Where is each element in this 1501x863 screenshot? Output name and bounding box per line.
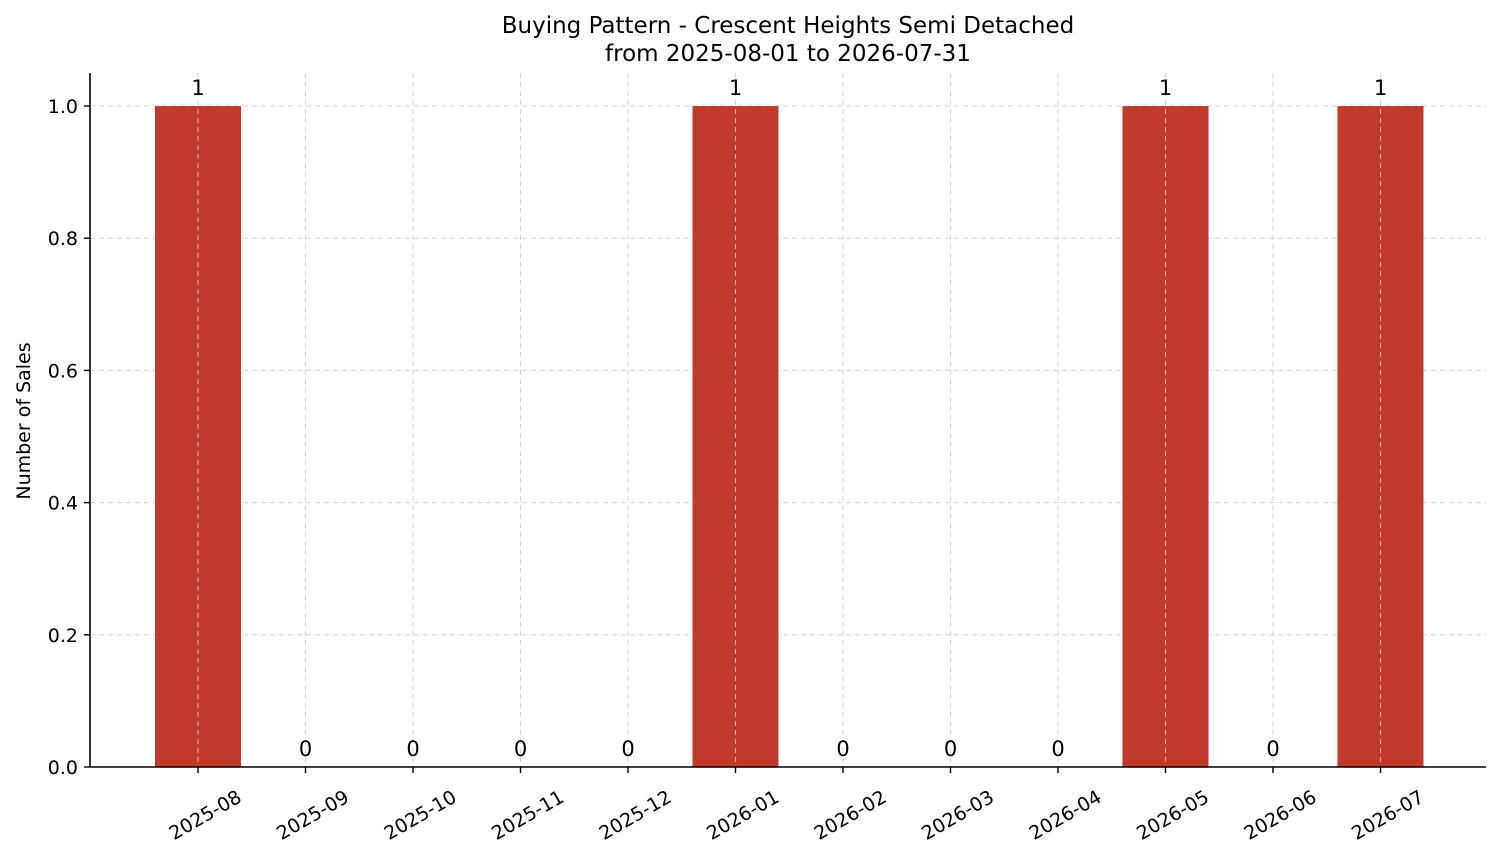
data-label-2025-09: 0 (299, 737, 312, 761)
bars (155, 106, 1424, 768)
x-tick-label-2025-12: 2025-12 (596, 786, 676, 845)
x-tick-label-2026-01: 2026-01 (703, 786, 783, 845)
x-tick-label-2025-10: 2025-10 (381, 786, 461, 845)
data-label-2025-08: 1 (191, 76, 204, 100)
data-label-2025-12: 0 (621, 737, 634, 761)
data-label-2026-04: 0 (1051, 737, 1064, 761)
y-tick-label: 0.8 (48, 228, 78, 250)
axes (89, 73, 1486, 768)
data-label-2025-10: 0 (406, 737, 419, 761)
chart-title: Buying Pattern - Crescent Heights Semi D… (502, 13, 1074, 39)
y-axis-label: Number of Sales (13, 342, 35, 499)
x-tick-label-2026-03: 2026-03 (918, 786, 998, 845)
data-label-2026-05: 1 (1159, 76, 1172, 100)
data-label-2026-07: 1 (1374, 76, 1387, 100)
x-tick-label-2026-06: 2026-06 (1241, 786, 1321, 845)
x-tick-label-2025-11: 2025-11 (488, 786, 568, 845)
x-tick-label-2025-08: 2025-08 (166, 786, 246, 845)
data-label-2026-06: 0 (1266, 737, 1279, 761)
data-label-2026-02: 0 (836, 737, 849, 761)
y-tick-label: 0.0 (48, 757, 78, 779)
x-tick-label-2026-07: 2026-07 (1348, 786, 1428, 845)
y-tick-label: 0.6 (48, 360, 78, 382)
x-tick-label-2025-09: 2025-09 (273, 786, 353, 845)
y-tick-label: 1.0 (48, 96, 78, 118)
data-label-2025-11: 0 (514, 737, 527, 761)
data-label-2026-01: 1 (729, 76, 742, 100)
y-tick-label: 0.4 (48, 493, 78, 515)
grid (90, 105, 1486, 768)
chart-subtitle: from 2025-08-01 to 2026-07-31 (605, 41, 971, 67)
vertical-grid (197, 73, 1381, 767)
x-tick-label-2026-05: 2026-05 (1133, 786, 1213, 845)
data-labels: 1 0 0 0 0 1 0 0 0 1 0 1 (191, 76, 1387, 761)
x-tick-label-2026-04: 2026-04 (1026, 786, 1106, 845)
y-tick-label: 0.2 (48, 625, 78, 647)
data-label-2026-03: 0 (944, 737, 957, 761)
x-tick-label-2026-02: 2026-02 (811, 786, 891, 845)
